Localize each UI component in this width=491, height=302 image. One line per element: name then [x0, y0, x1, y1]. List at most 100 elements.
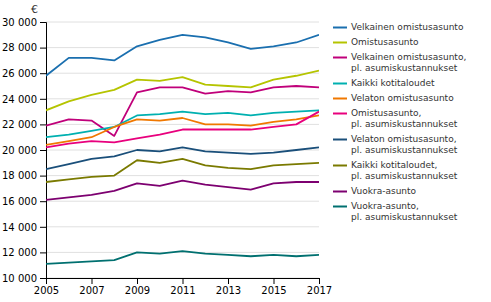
x-tick: 2005 [34, 278, 59, 296]
legend-label: Velkainen omistusasunto [351, 22, 464, 32]
grid-line [46, 98, 319, 99]
y-tick-label: 24 000 [2, 94, 37, 105]
legend-label-line: Vuokra-asunto, [351, 201, 419, 211]
x-axis-line [47, 279, 320, 285]
legend-label-line: Omistusasunto, [351, 108, 421, 118]
y-tick: 22 000 [2, 119, 46, 130]
legend-label: Vuokra-asunto,pl. asumiskustannukset [351, 201, 458, 222]
y-tick-label: 30 000 [2, 17, 37, 28]
y-tick: 28 000 [2, 42, 46, 53]
legend-label-line: Velkainen omistusasunto, [351, 52, 466, 62]
y-tick: 18 000 [2, 170, 46, 181]
legend-label-line: pl. asumiskustannukset [351, 212, 458, 222]
y-tick: 16 000 [2, 196, 46, 207]
x-tick-label: 2015 [261, 285, 286, 296]
y-tick-label: 26 000 [2, 68, 37, 79]
grid-line [46, 201, 319, 202]
grid-line [46, 22, 319, 23]
legend-label: Omistusasunto,pl. asumiskustannukset [351, 108, 458, 129]
x-tick-mark [274, 278, 275, 284]
x-tick: 2007 [79, 278, 104, 296]
x-tick: 2017 [307, 278, 332, 296]
y-tick-label: 12 000 [2, 247, 37, 258]
x-tick: 2011 [170, 278, 195, 296]
legend-label-line: Kaikki kotitaloudet, [351, 160, 437, 170]
series-line [46, 112, 319, 148]
legend-label-line: Velkainen omistusasunto [351, 22, 464, 32]
plot: 2005 2007 2009 2011 2013 2015 2017 10 000 12 000… [2, 17, 332, 296]
legend-swatch [333, 98, 347, 100]
x-tick-label: 2011 [170, 285, 195, 296]
y-tick: 30 000 [2, 17, 46, 28]
y-tick: 24 000 [2, 94, 46, 105]
grid-line [46, 175, 319, 176]
y-tick: 10 000 [2, 273, 46, 284]
legend-label-line: Kaikki kotitaloudet [351, 78, 435, 88]
x-tick-label: 2017 [307, 285, 332, 296]
series-line [46, 181, 319, 200]
legend-swatch [333, 139, 347, 141]
series-line [46, 251, 319, 264]
legend-label: Kaikki kotitaloudet [351, 78, 435, 88]
legend-swatch [333, 113, 347, 115]
legend-item: Velkainen omistusasunto,pl. asumiskustan… [333, 52, 466, 73]
legend-swatch [333, 42, 347, 44]
lines [46, 35, 319, 264]
x-tick-mark [319, 278, 320, 284]
y-tick-label: 28 000 [2, 42, 37, 53]
y-tick-mark [40, 176, 46, 177]
y-tick-mark [40, 278, 46, 279]
series-line [46, 71, 319, 111]
legend-swatch [333, 165, 347, 167]
legend-label: Vuokra-asunto [351, 186, 417, 196]
series-line [46, 35, 319, 76]
y-tick-label: 20 000 [2, 145, 37, 156]
y-axis: 10 000 12 000 14 000 16 000 18 000 20 000 22 0… [2, 17, 47, 284]
legend-swatch [333, 57, 347, 59]
legend-label: Kaikki kotitaloudet,pl. asumiskustannuks… [351, 160, 458, 181]
x-tick-mark [228, 278, 229, 284]
legend-label: Velaton omistusasunto [351, 93, 454, 103]
y-tick-label: 22 000 [2, 119, 37, 130]
grid-line [46, 73, 319, 74]
legend-label-line: Velaton omistusasunto, [351, 134, 457, 144]
chart: 2005 2007 2009 2011 2013 2015 2017 10 000 12 000… [0, 0, 491, 302]
series-line [46, 159, 319, 182]
y-tick-mark [40, 150, 46, 151]
y-tick: 14 000 [2, 222, 46, 233]
x-tick-label: 2009 [125, 285, 150, 296]
y-tick-label: 16 000 [2, 196, 37, 207]
grid-line [46, 226, 319, 227]
y-tick-mark [40, 227, 46, 228]
legend-swatch [333, 191, 347, 193]
y-tick-label: 14 000 [2, 222, 37, 233]
x-tick: 2009 [125, 278, 150, 296]
legend-swatch [333, 27, 347, 29]
grid-line [46, 150, 319, 151]
y-tick-mark [40, 48, 46, 49]
y-axis-title: € [31, 3, 38, 16]
x-tick-mark [92, 278, 93, 284]
y-tick-mark [40, 124, 46, 125]
legend: Velkainen omistusasunto Omistusasunto Velk… [333, 22, 466, 222]
x-tick-label: 2013 [216, 285, 241, 296]
legend-label: Velaton omistusasunto,pl. asumiskustannu… [351, 134, 458, 155]
legend-swatch [333, 83, 347, 85]
legend-item: Velaton omistusasunto [333, 93, 454, 103]
y-tick-label: 10 000 [2, 273, 37, 284]
legend-item: Kaikki kotitaloudet [333, 78, 435, 88]
legend-label: Velkainen omistusasunto,pl. asumiskustan… [351, 52, 466, 73]
legend-item: Omistusasunto [333, 37, 419, 47]
grid [46, 22, 319, 278]
grid-line [46, 252, 319, 253]
legend-item: Omistusasunto,pl. asumiskustannukset [333, 108, 458, 129]
x-tick: 2015 [261, 278, 286, 296]
y-tick: 12 000 [2, 247, 46, 258]
x-tick: 2013 [216, 278, 241, 296]
y-tick-mark [40, 22, 46, 23]
grid-line [46, 124, 319, 125]
x-tick-label: 2007 [79, 285, 104, 296]
legend-item: Vuokra-asunto [333, 186, 417, 196]
y-tick-mark [40, 73, 46, 74]
legend-item: Velaton omistusasunto,pl. asumiskustannu… [333, 134, 458, 155]
